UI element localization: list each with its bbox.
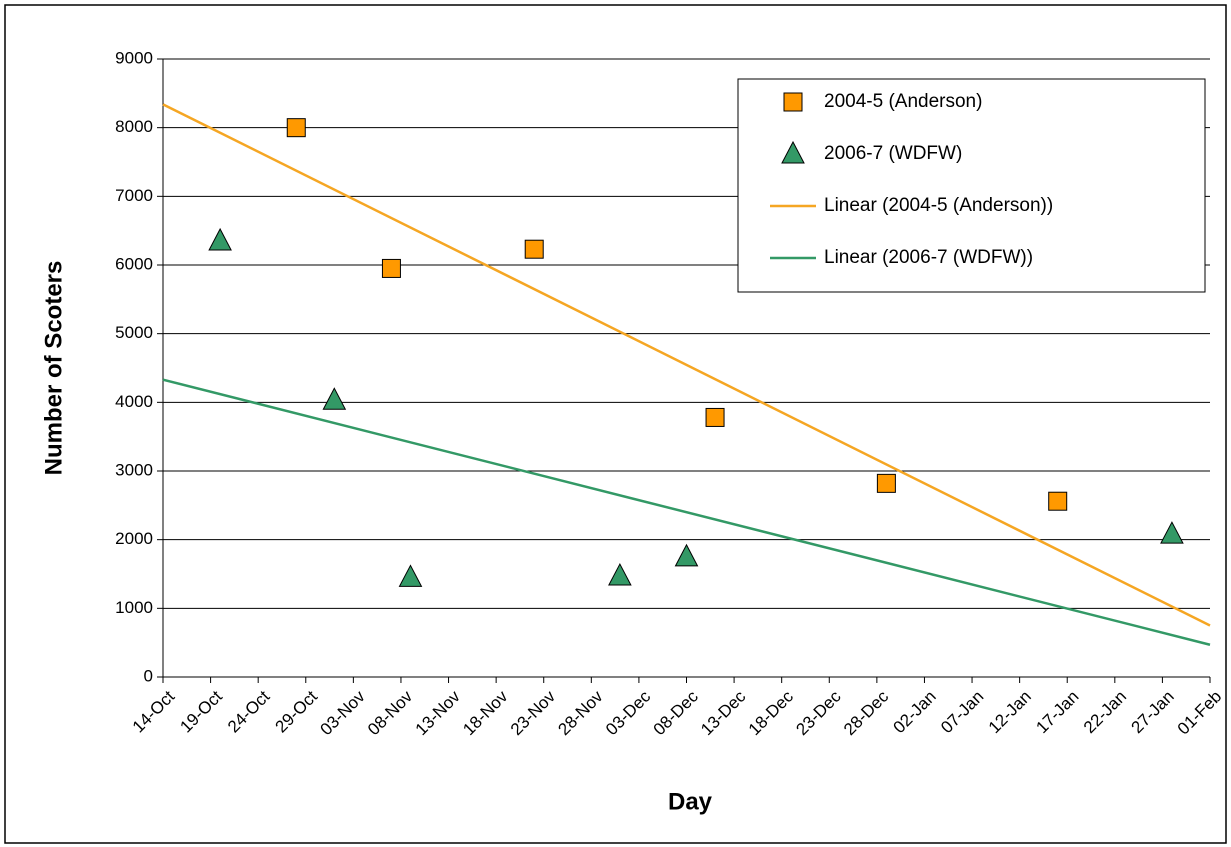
y-tick-label: 4000 (115, 392, 153, 411)
y-axis-title: Number of Scoters (40, 261, 67, 476)
legend-swatch (781, 140, 805, 164)
legend-swatch (783, 92, 803, 112)
legend-label: Linear (2006-7 (WDFW)) (824, 247, 1033, 268)
point (322, 387, 347, 410)
legend-label: Linear (2004-5 (Anderson)) (824, 195, 1053, 216)
y-tick-label: 9000 (115, 48, 153, 67)
y-tick-label: 0 (144, 666, 153, 685)
point (524, 239, 544, 259)
point (381, 258, 401, 278)
point (1048, 491, 1068, 511)
point (208, 227, 232, 251)
y-tick-label: 8000 (115, 117, 153, 136)
x-axis-title: Day (668, 788, 713, 815)
legend-label: 2006-7 (WDFW) (824, 143, 962, 164)
y-tick-label: 2000 (115, 529, 153, 548)
y-tick-label: 7000 (115, 186, 153, 205)
point (674, 543, 699, 567)
point (1160, 521, 1184, 544)
y-tick-label: 5000 (115, 323, 153, 342)
point (398, 564, 423, 587)
trendline (162, 378, 1211, 646)
point (876, 473, 896, 493)
legend-box (737, 78, 1206, 293)
y-tick-label: 6000 (115, 254, 153, 273)
point (608, 562, 632, 586)
y-tick-label: 3000 (115, 460, 153, 479)
y-tick-label: 1000 (115, 598, 153, 617)
point (286, 118, 306, 138)
point (705, 407, 725, 427)
trendline (162, 103, 1211, 627)
legend-label: 2004-5 (Anderson) (824, 91, 982, 112)
